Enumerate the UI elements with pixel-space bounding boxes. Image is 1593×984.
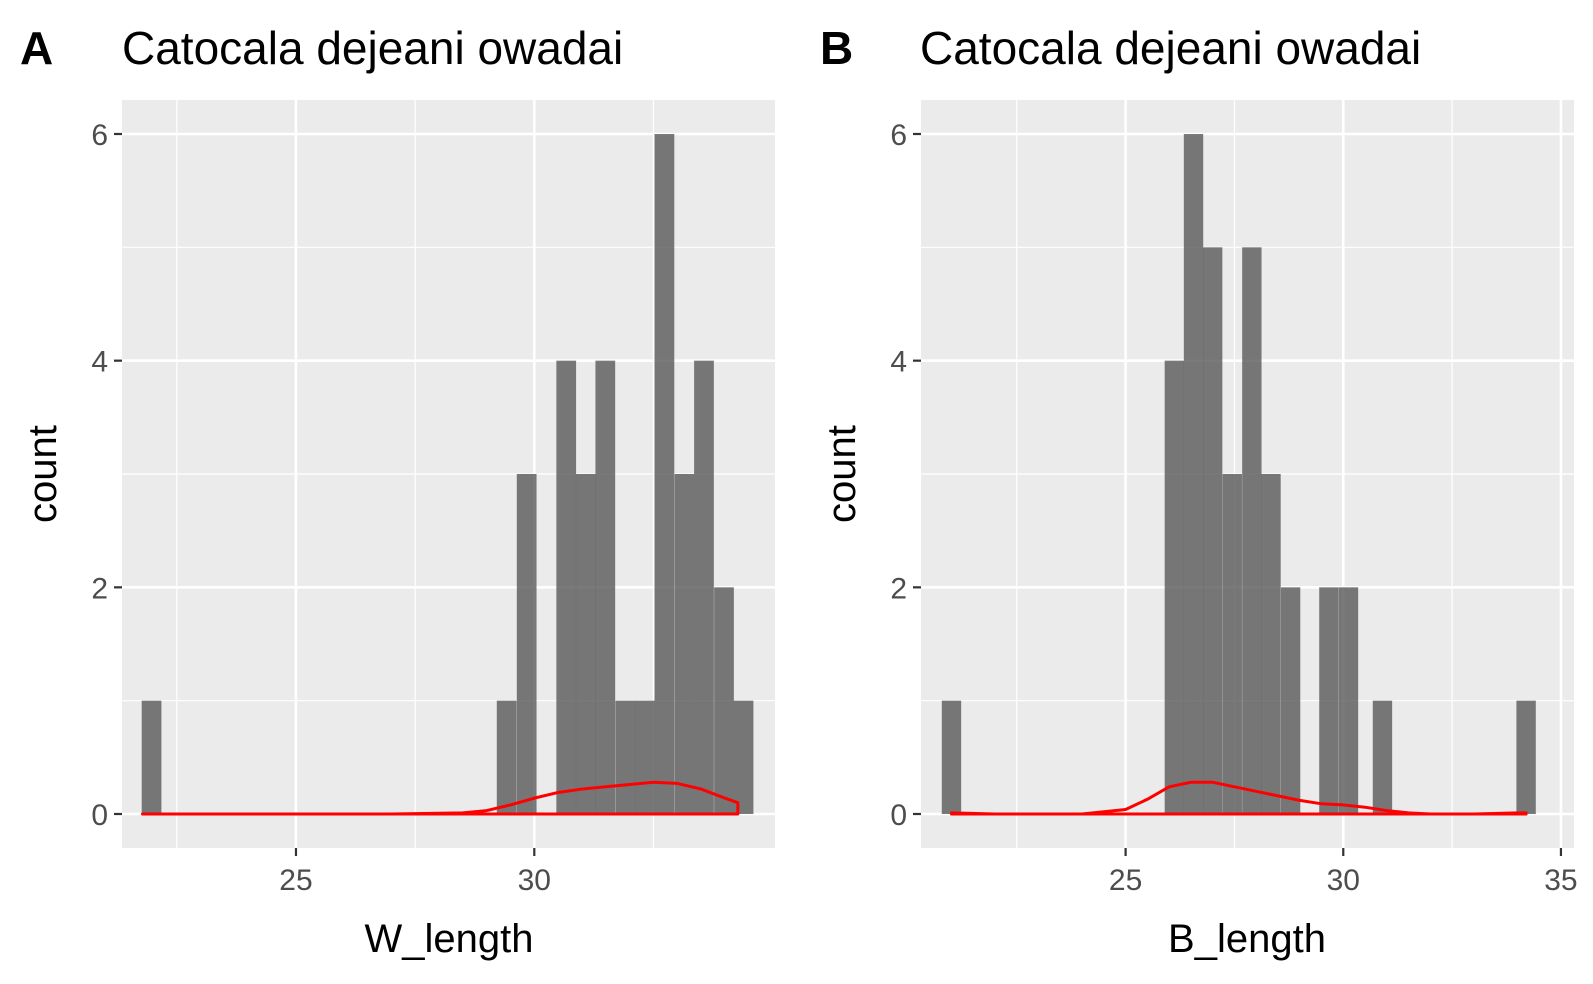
x-tick-label: 30 [518, 864, 551, 897]
histogram-bar [694, 360, 714, 814]
y-tick-label: 2 [890, 572, 907, 605]
y-tick-label: 4 [890, 346, 907, 379]
histogram-bar [1222, 474, 1242, 814]
histogram-bar [595, 360, 616, 814]
x-axis-ticks: 25 30 [279, 848, 551, 897]
histogram-bar [1183, 134, 1204, 814]
y-tick-label: 6 [91, 119, 108, 152]
x-axis-title: B_length [1168, 917, 1326, 961]
panel-label: B [820, 22, 853, 74]
x-tick-label: 35 [1544, 864, 1577, 897]
histogram-bar [674, 474, 695, 814]
histogram-bar [516, 474, 537, 814]
density-line [949, 780, 1528, 816]
histogram-bar [1261, 474, 1281, 814]
y-axis-ticks: 0 2 4 6 [890, 119, 921, 832]
y-tick-label: 2 [91, 572, 108, 605]
panel-b: B Catocala dejeani owadai 0 2 4 6 25 30 35 B_… [820, 22, 1578, 961]
x-tick-label: 25 [279, 864, 312, 897]
chart-title: Catocala dejeani owadai [122, 22, 623, 74]
x-axis-ticks: 25 30 35 [1109, 848, 1578, 897]
y-tick-label: 0 [91, 799, 108, 832]
histogram-bar [635, 700, 655, 814]
histogram-bar [1338, 587, 1359, 814]
x-tick-label: 30 [1327, 864, 1360, 897]
histogram-bar [733, 700, 754, 814]
histogram-bar [714, 587, 734, 814]
histogram-bar [1164, 360, 1185, 814]
density-curve [140, 780, 740, 816]
histogram-bar [654, 134, 675, 814]
histogram-bars [941, 134, 1536, 815]
histogram-bar [615, 700, 636, 814]
histogram-bar [941, 700, 962, 814]
x-tick-label: 25 [1109, 864, 1142, 897]
histogram-bar [1372, 700, 1393, 814]
y-axis-title: count [21, 425, 65, 523]
y-axis-ticks: 0 2 4 6 [91, 119, 122, 832]
panel-label: A [20, 22, 53, 74]
x-axis-title: W_length [365, 917, 534, 961]
histogram-bar [1516, 700, 1536, 814]
y-tick-label: 0 [890, 799, 907, 832]
density-curve [949, 780, 1528, 816]
histogram-bar [575, 474, 596, 814]
density-line [140, 780, 740, 816]
histogram-bar [1202, 247, 1223, 815]
histogram-bar [1319, 587, 1339, 814]
panel-a: A Catocala dejeani owadai 0 2 4 6 25 30 W_le… [20, 22, 775, 961]
histogram-bar [496, 700, 517, 814]
y-tick-label: 6 [890, 119, 907, 152]
histogram-bar [1242, 247, 1262, 815]
y-axis-title: count [820, 425, 864, 523]
histogram-bar [1280, 587, 1301, 814]
histogram-bars [141, 134, 754, 814]
y-tick-label: 4 [91, 346, 108, 379]
chart-title: Catocala dejeani owadai [920, 22, 1421, 74]
histogram-bar [141, 700, 162, 814]
histogram-bar [556, 360, 577, 814]
